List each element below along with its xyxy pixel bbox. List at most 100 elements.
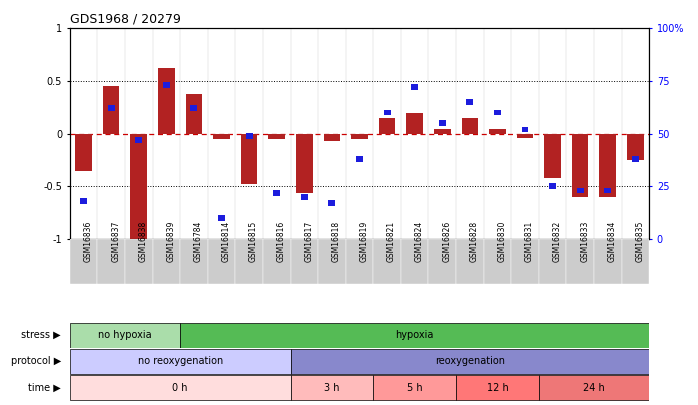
Bar <box>214 134 230 139</box>
Text: GSM16817: GSM16817 <box>304 221 313 262</box>
Bar <box>153 239 180 284</box>
Bar <box>180 322 649 348</box>
Bar <box>521 126 528 132</box>
Text: hypoxia: hypoxia <box>396 330 434 340</box>
Bar <box>577 188 584 194</box>
Bar <box>544 134 561 178</box>
Bar <box>191 105 198 111</box>
Text: GSM16833: GSM16833 <box>580 220 589 262</box>
Bar <box>98 239 125 284</box>
Bar <box>131 134 147 239</box>
Bar <box>406 113 423 134</box>
Text: GSM16835: GSM16835 <box>635 220 644 262</box>
Bar <box>484 239 511 284</box>
Bar <box>70 349 290 374</box>
Text: GSM16816: GSM16816 <box>276 221 285 262</box>
Bar <box>263 239 290 284</box>
Bar <box>301 194 308 200</box>
Bar <box>186 94 202 134</box>
Text: GSM16814: GSM16814 <box>221 221 230 262</box>
Bar <box>429 239 456 284</box>
Bar <box>379 118 395 134</box>
Bar <box>461 118 478 134</box>
Bar <box>411 84 418 90</box>
Text: GSM16824: GSM16824 <box>415 221 424 262</box>
Bar <box>158 68 174 134</box>
Text: time ▶: time ▶ <box>29 383 61 393</box>
Text: reoxygenation: reoxygenation <box>435 356 505 367</box>
Bar <box>269 134 285 139</box>
Text: protocol ▶: protocol ▶ <box>11 356 61 367</box>
Bar <box>594 239 621 284</box>
Bar <box>329 200 335 206</box>
Text: stress ▶: stress ▶ <box>22 330 61 340</box>
Bar <box>549 183 556 189</box>
Bar <box>75 134 92 171</box>
Bar <box>290 349 649 374</box>
Bar <box>384 110 390 115</box>
Text: GSM16838: GSM16838 <box>139 221 148 262</box>
Text: 0 h: 0 h <box>172 383 188 393</box>
Bar <box>373 375 456 401</box>
Bar <box>107 105 114 111</box>
Bar <box>80 198 87 204</box>
Text: GSM16819: GSM16819 <box>359 221 369 262</box>
Text: no hypoxia: no hypoxia <box>98 330 151 340</box>
Bar <box>401 239 429 284</box>
Bar <box>70 375 290 401</box>
Bar <box>351 134 368 139</box>
Bar <box>218 215 225 221</box>
Bar <box>511 239 539 284</box>
Bar <box>356 156 363 162</box>
Bar <box>600 134 616 197</box>
Text: GSM16831: GSM16831 <box>525 221 534 262</box>
Text: 24 h: 24 h <box>583 383 605 393</box>
Text: GSM16839: GSM16839 <box>166 220 175 262</box>
Bar <box>290 239 318 284</box>
Bar <box>125 239 153 284</box>
Bar <box>163 82 170 88</box>
Bar <box>246 133 253 139</box>
Bar <box>346 239 373 284</box>
Bar <box>494 110 501 115</box>
Text: GSM16818: GSM16818 <box>332 221 341 262</box>
Text: GSM16837: GSM16837 <box>111 220 120 262</box>
Text: GSM16821: GSM16821 <box>387 221 396 262</box>
Bar <box>70 322 180 348</box>
Text: GSM16830: GSM16830 <box>498 220 507 262</box>
Text: GDS1968 / 20279: GDS1968 / 20279 <box>70 13 181 26</box>
Bar <box>208 239 235 284</box>
Bar <box>572 134 588 197</box>
Bar <box>235 239 263 284</box>
Bar <box>604 188 611 194</box>
Text: 12 h: 12 h <box>487 383 508 393</box>
Bar <box>70 239 98 284</box>
Bar <box>517 134 533 138</box>
Bar <box>621 239 649 284</box>
Bar <box>456 375 539 401</box>
Bar <box>180 239 208 284</box>
Text: GSM16815: GSM16815 <box>249 221 258 262</box>
Bar <box>439 120 446 126</box>
Bar <box>373 239 401 284</box>
Bar <box>489 130 505 134</box>
Text: 5 h: 5 h <box>407 383 422 393</box>
Text: GSM16836: GSM16836 <box>84 220 93 262</box>
Bar <box>466 99 473 105</box>
Bar <box>627 134 644 160</box>
Bar <box>296 134 313 193</box>
Bar <box>135 137 142 143</box>
Bar <box>539 375 649 401</box>
Text: 3 h: 3 h <box>324 383 340 393</box>
Bar <box>290 375 373 401</box>
Bar <box>273 190 280 196</box>
Text: no reoxygenation: no reoxygenation <box>138 356 223 367</box>
Bar <box>632 156 639 162</box>
Bar <box>539 239 566 284</box>
Text: GSM16834: GSM16834 <box>608 220 617 262</box>
Text: GSM16828: GSM16828 <box>470 221 479 262</box>
Bar <box>566 239 594 284</box>
Bar <box>434 130 450 134</box>
Text: GSM16832: GSM16832 <box>553 221 562 262</box>
Bar <box>324 134 340 141</box>
